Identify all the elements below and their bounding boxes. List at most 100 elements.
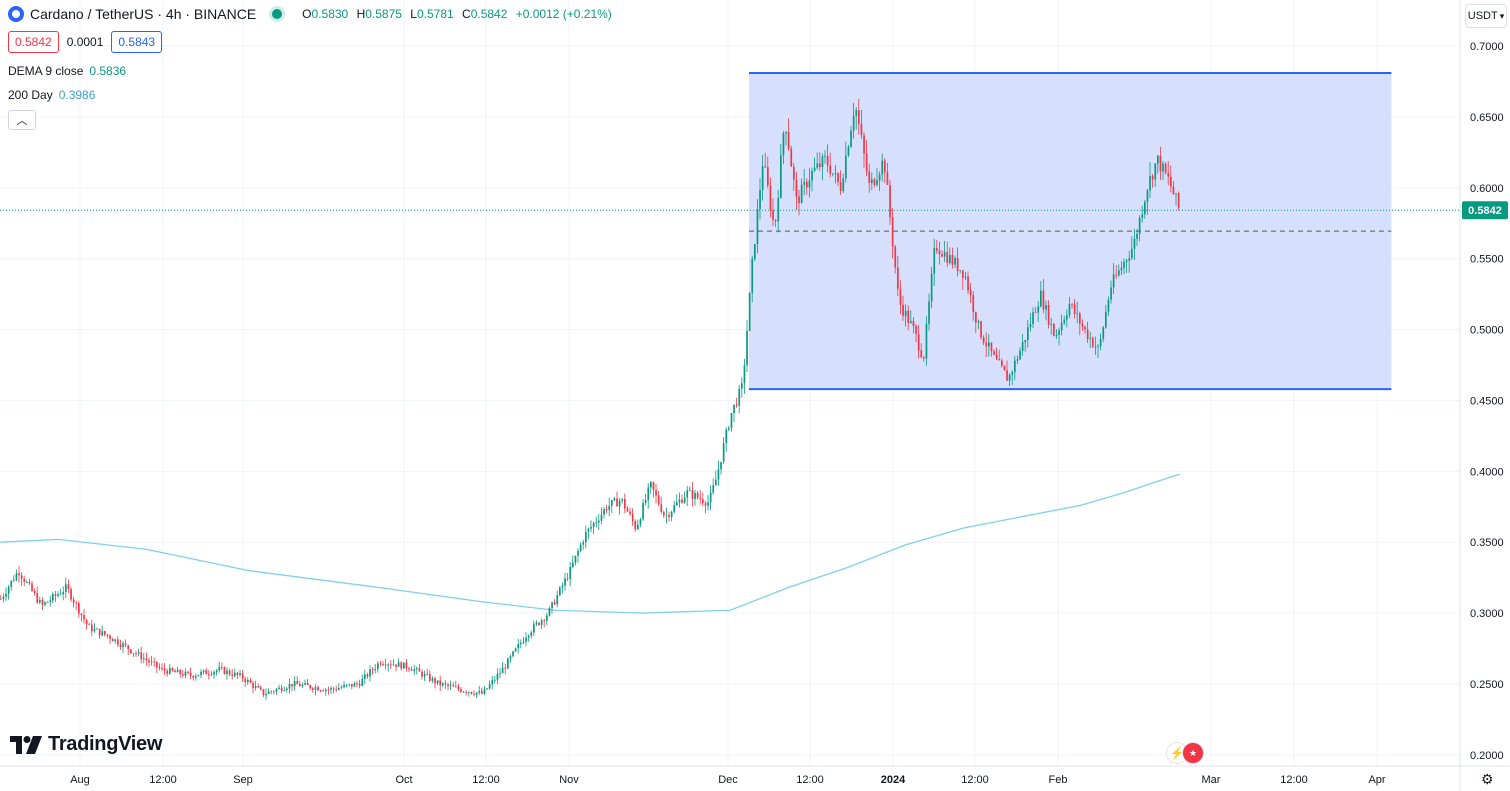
currency-button[interactable]: USDT ▾ — [1465, 4, 1507, 28]
candle-body — [969, 290, 972, 296]
candle-body — [327, 689, 330, 691]
indicator-name: DEMA 9 close — [8, 64, 84, 78]
candle-body — [462, 691, 465, 693]
candle-body — [353, 683, 356, 687]
candle-body — [1073, 304, 1076, 314]
candle-body — [31, 583, 33, 591]
candle-body — [650, 482, 652, 488]
candle-body — [418, 668, 421, 672]
candle-body — [559, 587, 561, 596]
candle-body — [652, 482, 655, 490]
candle-body — [800, 184, 803, 204]
candle-body — [319, 690, 322, 692]
candle-body — [1112, 274, 1115, 288]
time-axis-label: Dec — [718, 774, 738, 786]
tradingview-logo-icon — [10, 735, 42, 754]
sell-price-button[interactable]: 0.5842 — [8, 31, 59, 53]
candle-body — [1157, 155, 1159, 164]
candle-body — [244, 678, 247, 682]
candle-body — [481, 691, 483, 694]
candle-body — [41, 600, 44, 605]
candle-body — [174, 670, 176, 673]
candle-body — [829, 165, 832, 174]
candle-body — [59, 594, 62, 595]
buy-price-button[interactable]: 0.5843 — [111, 31, 163, 53]
candle-body — [520, 642, 522, 645]
candle-body — [182, 674, 184, 676]
candle-body — [751, 258, 754, 293]
candle-body — [839, 182, 842, 191]
candle-body — [514, 648, 517, 652]
candle-body — [613, 498, 616, 501]
candle-body — [1144, 202, 1146, 215]
candle-body — [340, 687, 343, 689]
symbol-title[interactable]: Cardano / TetherUS · 4h · BINANCE — [30, 6, 257, 22]
indicator-200-day[interactable]: 200 Day 0.3986 — [8, 88, 95, 102]
candle-body — [210, 674, 213, 676]
candle-body — [496, 674, 499, 680]
candle-body — [941, 254, 943, 257]
candle-body — [455, 686, 457, 688]
candle-body — [442, 683, 444, 686]
candle-body — [171, 668, 174, 671]
candle-body — [1068, 304, 1071, 316]
candle-body — [824, 156, 826, 157]
candle-body — [423, 673, 426, 677]
candle-body — [163, 668, 166, 671]
candle-body — [707, 502, 709, 506]
chevron-down-icon: ▾ — [1499, 10, 1505, 21]
candle-body — [990, 342, 993, 352]
candle-body — [943, 252, 946, 257]
gear-icon[interactable]: ⚙ — [1481, 771, 1494, 787]
candle-body — [1149, 175, 1151, 191]
candle-body — [696, 493, 699, 498]
candle-body — [491, 680, 494, 685]
tradingview-logo[interactable]: TradingView — [10, 733, 162, 756]
price-axis-label: 0.5000 — [1470, 325, 1504, 337]
candle-body — [93, 628, 96, 632]
candle-body — [7, 586, 10, 594]
candle-body — [806, 181, 808, 188]
candle-body — [634, 521, 637, 530]
candle-body — [865, 153, 868, 172]
candle-body — [179, 669, 182, 675]
candle-body — [1105, 311, 1107, 328]
candle-body — [475, 692, 478, 695]
candle-body — [644, 500, 647, 503]
candle-body — [91, 624, 93, 632]
candle-body — [1060, 322, 1063, 331]
candle-body — [1128, 258, 1131, 261]
indicator-dema[interactable]: DEMA 9 close 0.5836 — [8, 64, 126, 78]
candle-body — [366, 674, 369, 677]
candle-body — [1058, 330, 1060, 335]
candle-body — [200, 671, 202, 676]
candle-body — [314, 687, 317, 690]
candle-body — [234, 672, 236, 677]
candle-body — [306, 682, 309, 686]
candle-body — [912, 321, 915, 326]
candle-body — [114, 639, 117, 642]
candle-body — [280, 687, 283, 691]
candle-body — [1019, 350, 1021, 360]
candle-body — [850, 130, 852, 147]
candle-body — [473, 693, 475, 695]
candle-body — [410, 669, 413, 671]
candle-body — [98, 628, 101, 636]
candle-body — [1006, 370, 1008, 381]
candle-body — [317, 687, 319, 691]
collapse-legend-button[interactable]: ︿ — [8, 110, 36, 130]
last-price-label: 0.5842 — [1468, 205, 1502, 217]
us-flag-icon[interactable]: ★ — [1182, 742, 1204, 764]
sma-200-line — [0, 473, 1180, 614]
candle-body — [343, 684, 345, 688]
candle-body — [746, 330, 748, 366]
candle-body — [600, 514, 603, 521]
candle-body — [72, 599, 75, 603]
candle-body — [733, 404, 735, 414]
event-markers[interactable]: ⚡ ★ — [1166, 742, 1204, 764]
candle-body — [629, 511, 631, 515]
candle-body — [616, 498, 618, 507]
candle-body — [1027, 327, 1029, 340]
candle-body — [1151, 175, 1154, 180]
